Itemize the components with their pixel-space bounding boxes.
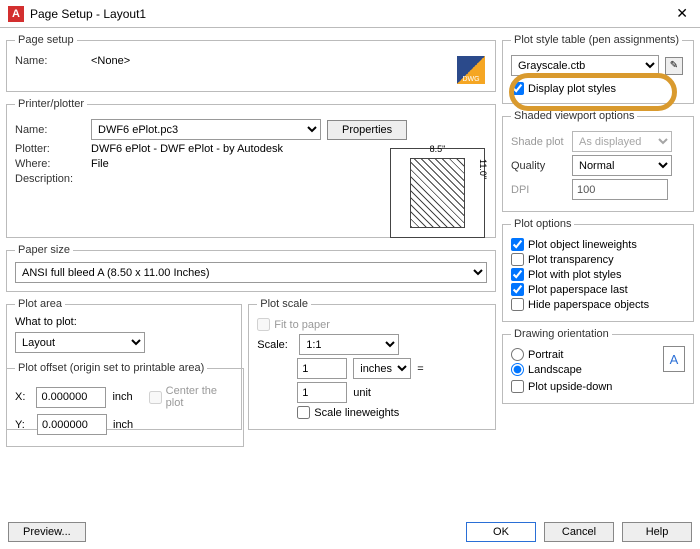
x-unit: inch — [112, 391, 132, 403]
plotter-value: DWF6 ePlot - DWF ePlot - by Autodesk — [91, 143, 283, 155]
dwg-icon: DWG — [457, 56, 485, 84]
printer-legend: Printer/plotter — [15, 98, 87, 110]
opt-paperspace-label: Plot paperspace last — [528, 284, 628, 296]
landscape-radio[interactable] — [511, 363, 524, 376]
scale-lw-label: Scale lineweights — [314, 407, 399, 419]
plot-area-legend: Plot area — [15, 298, 65, 310]
plot-style-legend: Plot style table (pen assignments) — [511, 34, 682, 46]
ok-button[interactable]: OK — [466, 522, 536, 542]
footer: Preview... OK Cancel Help — [0, 518, 700, 546]
plot-offset-legend: Plot offset (origin set to printable are… — [15, 362, 207, 374]
opt-transparency-label: Plot transparency — [528, 254, 614, 266]
paper-height: 11.0" — [478, 159, 488, 227]
page-setup-group: Page setup Name: <None> DWG — [6, 34, 496, 92]
orientation-legend: Drawing orientation — [511, 328, 612, 340]
scale-label: Scale: — [257, 339, 293, 351]
scale-lw-checkbox[interactable] — [297, 406, 310, 419]
plotter-label: Plotter: — [15, 143, 85, 155]
opt-plotstyles-checkbox[interactable] — [511, 268, 524, 281]
paper-size-group: Paper size ANSI full bleed A (8.50 x 11.… — [6, 244, 496, 292]
what-to-plot-select[interactable]: Layout — [15, 332, 145, 353]
plot-offset-group: Plot offset (origin set to printable are… — [6, 362, 244, 447]
opt-paperspace-checkbox[interactable] — [511, 283, 524, 296]
equals: = — [417, 363, 423, 375]
fit-to-paper-checkbox — [257, 318, 270, 331]
orientation-icon: A — [663, 346, 685, 372]
unit-label: unit — [353, 387, 371, 399]
x-input[interactable] — [36, 387, 106, 408]
titlebar: A Page Setup - Layout1 ✕ — [0, 0, 700, 28]
quality-select[interactable]: Normal — [572, 155, 672, 176]
shaded-group: Shaded viewport options Shade plot As dis… — [502, 110, 694, 212]
scale-num2[interactable] — [297, 382, 347, 403]
upside-checkbox[interactable] — [511, 380, 524, 393]
landscape-label: Landscape — [528, 364, 582, 376]
upside-label: Plot upside-down — [528, 381, 612, 393]
center-plot-checkbox — [149, 391, 162, 404]
plot-scale-legend: Plot scale — [257, 298, 311, 310]
preview-button[interactable]: Preview... — [8, 522, 86, 542]
printer-name-label: Name: — [15, 124, 85, 136]
opt-lineweights-checkbox[interactable] — [511, 238, 524, 251]
opt-lineweights-label: Plot object lineweights — [528, 239, 637, 251]
app-icon: A — [8, 6, 24, 22]
x-label: X: — [15, 391, 30, 403]
plot-options-legend: Plot options — [511, 218, 574, 230]
fit-to-paper-label: Fit to paper — [274, 319, 330, 331]
close-icon[interactable]: ✕ — [672, 5, 692, 22]
scale-select[interactable]: 1:1 — [299, 334, 399, 355]
edit-style-icon[interactable]: ✎ — [665, 57, 683, 75]
paper-size-legend: Paper size — [15, 244, 73, 256]
orientation-group: Drawing orientation Portrait Landscape A… — [502, 328, 694, 404]
portrait-label: Portrait — [528, 349, 563, 361]
display-plot-styles-label: Display plot styles — [528, 83, 616, 95]
cancel-button[interactable]: Cancel — [544, 522, 614, 542]
page-setup-legend: Page setup — [15, 34, 77, 46]
paper-size-select[interactable]: ANSI full bleed A (8.50 x 11.00 Inches) — [15, 262, 487, 283]
shade-plot-label: Shade plot — [511, 136, 566, 148]
opt-hide-checkbox[interactable] — [511, 298, 524, 311]
opt-transparency-checkbox[interactable] — [511, 253, 524, 266]
portrait-radio[interactable] — [511, 348, 524, 361]
opt-hide-label: Hide paperspace objects — [528, 299, 649, 311]
name-label: Name: — [15, 55, 85, 67]
opt-plotstyles-label: Plot with plot styles — [528, 269, 622, 281]
scale-num1[interactable] — [297, 358, 347, 379]
dpi-input — [572, 179, 668, 200]
what-to-plot-label: What to plot: — [15, 316, 233, 328]
paper-width: 8.5" — [411, 144, 464, 154]
printer-group: Printer/plotter Name: DWF6 ePlot.pc3 Pro… — [6, 98, 496, 238]
shaded-legend: Shaded viewport options — [511, 110, 637, 122]
plot-scale-group: Plot scale Fit to paper Scale: 1:1 inches… — [248, 298, 496, 430]
shade-plot-select: As displayed — [572, 131, 672, 152]
window-title: Page Setup - Layout1 — [30, 7, 672, 21]
plot-options-group: Plot options Plot object lineweights Plo… — [502, 218, 694, 322]
units-select[interactable]: inches — [353, 358, 411, 379]
plot-style-select[interactable]: Grayscale.ctb — [511, 55, 659, 76]
quality-label: Quality — [511, 160, 566, 172]
where-label: Where: — [15, 158, 85, 170]
where-value: File — [91, 158, 109, 170]
center-plot-label: Center the plot — [166, 385, 235, 409]
paper-preview: 8.5" 11.0" — [390, 148, 485, 238]
properties-button[interactable]: Properties — [327, 120, 407, 140]
help-button[interactable]: Help — [622, 522, 692, 542]
printer-name-select[interactable]: DWF6 ePlot.pc3 — [91, 119, 321, 140]
y-input[interactable] — [37, 414, 107, 435]
name-value: <None> — [91, 55, 130, 67]
dpi-label: DPI — [511, 184, 566, 196]
plot-style-group: Plot style table (pen assignments) Grays… — [502, 34, 694, 104]
y-unit: inch — [113, 419, 133, 431]
y-label: Y: — [15, 419, 31, 431]
display-plot-styles-checkbox[interactable] — [511, 82, 524, 95]
desc-label: Description: — [15, 173, 85, 185]
